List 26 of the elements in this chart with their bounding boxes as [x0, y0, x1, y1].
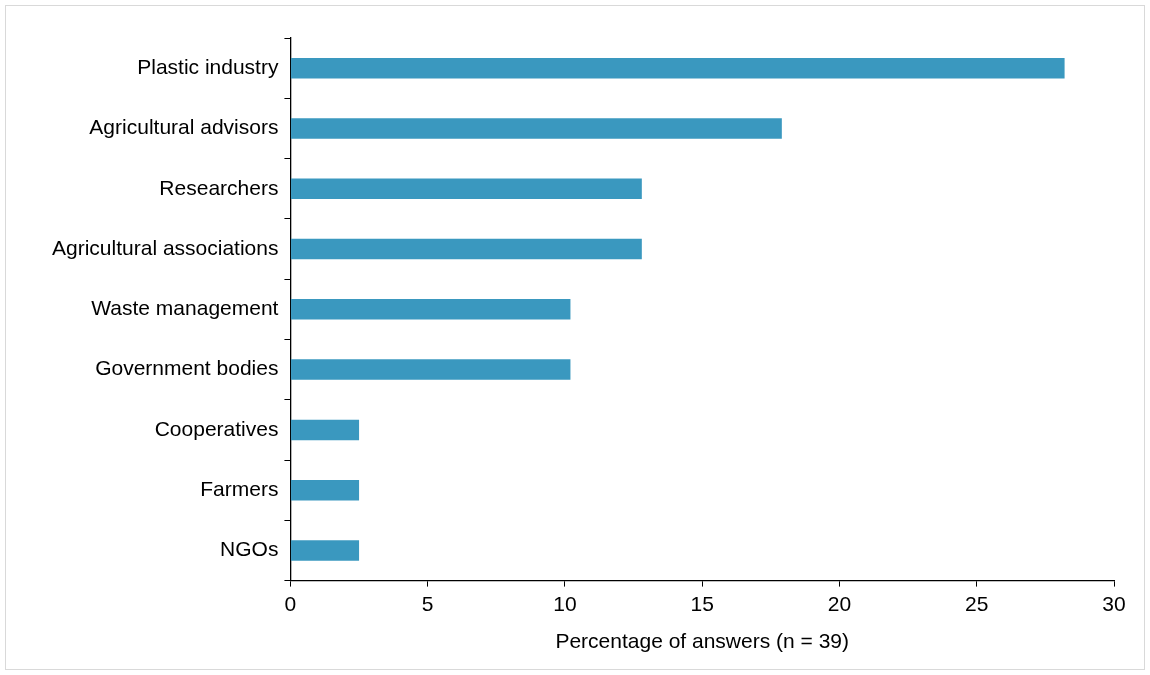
- y-tick-label: Agricultural advisors: [89, 115, 279, 139]
- bar: [290, 238, 642, 260]
- bar: [290, 299, 571, 320]
- bar: [290, 359, 571, 380]
- x-tick-label: 0: [284, 592, 297, 615]
- y-tick-label: Government bodies: [95, 356, 279, 380]
- y-tick-label: Researchers: [159, 175, 279, 199]
- x-tick-label: 20: [827, 592, 852, 615]
- x-tick-label: 10: [553, 592, 577, 615]
- y-tick-label: Plastic industry: [137, 54, 279, 78]
- bar: [290, 479, 360, 501]
- y-tick-label: Agricultural associations: [52, 235, 279, 259]
- x-tick-label: 15: [690, 592, 714, 615]
- bar: [290, 419, 360, 441]
- x-tick-label: 25: [965, 592, 989, 615]
- x-axis-title: Percentage of answers (n = 39): [555, 629, 850, 653]
- bar: [290, 540, 360, 561]
- bar: [290, 57, 1065, 79]
- y-tick-label: Farmers: [200, 476, 279, 500]
- x-tick-label: 30: [1102, 592, 1126, 615]
- y-tick-label: Waste management: [91, 296, 279, 320]
- y-tick-label: Cooperatives: [154, 416, 279, 440]
- x-tick-label: 5: [421, 592, 434, 615]
- bar: [290, 178, 642, 199]
- y-tick-label: NGOs: [220, 537, 279, 561]
- bar: [290, 118, 782, 139]
